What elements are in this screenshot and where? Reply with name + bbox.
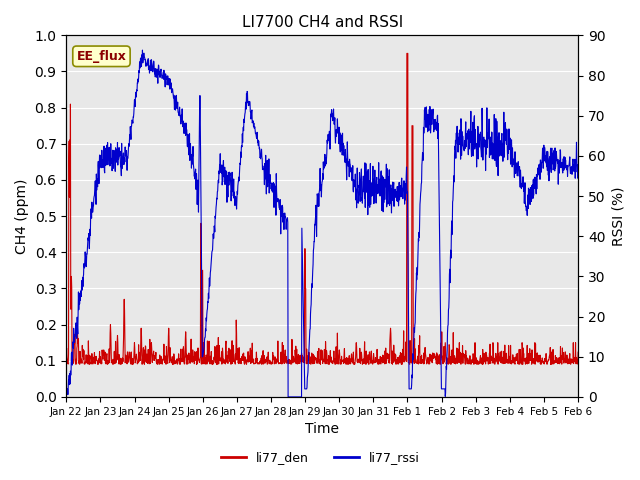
Line: li77_rssi: li77_rssi xyxy=(67,50,578,397)
li77_rssi xyxy=(284,394,292,400)
X-axis label: Time: Time xyxy=(305,422,339,436)
li77_den xyxy=(325,361,333,367)
li77_den xyxy=(294,354,301,360)
li77_rssi xyxy=(542,153,550,158)
li77_rssi xyxy=(139,47,147,53)
Y-axis label: RSSI (%): RSSI (%) xyxy=(611,186,625,246)
Title: LI7700 CH4 and RSSI: LI7700 CH4 and RSSI xyxy=(241,15,403,30)
li77_rssi xyxy=(72,320,80,326)
li77_den xyxy=(154,358,162,364)
li77_rssi xyxy=(294,394,302,400)
li77_rssi xyxy=(325,132,333,137)
li77_den xyxy=(542,359,550,365)
li77_den xyxy=(574,349,582,355)
Legend: li77_den, li77_rssi: li77_den, li77_rssi xyxy=(216,446,424,469)
Y-axis label: CH4 (ppm): CH4 (ppm) xyxy=(15,179,29,254)
Text: EE_flux: EE_flux xyxy=(77,50,126,63)
li77_den xyxy=(416,333,424,338)
li77_rssi xyxy=(416,218,424,224)
li77_den xyxy=(403,50,411,56)
li77_rssi xyxy=(63,386,70,392)
li77_rssi xyxy=(574,162,582,168)
li77_den xyxy=(324,361,332,367)
li77_den xyxy=(72,357,80,362)
li77_den xyxy=(63,359,70,365)
li77_rssi xyxy=(154,69,162,75)
Line: li77_den: li77_den xyxy=(67,53,578,364)
